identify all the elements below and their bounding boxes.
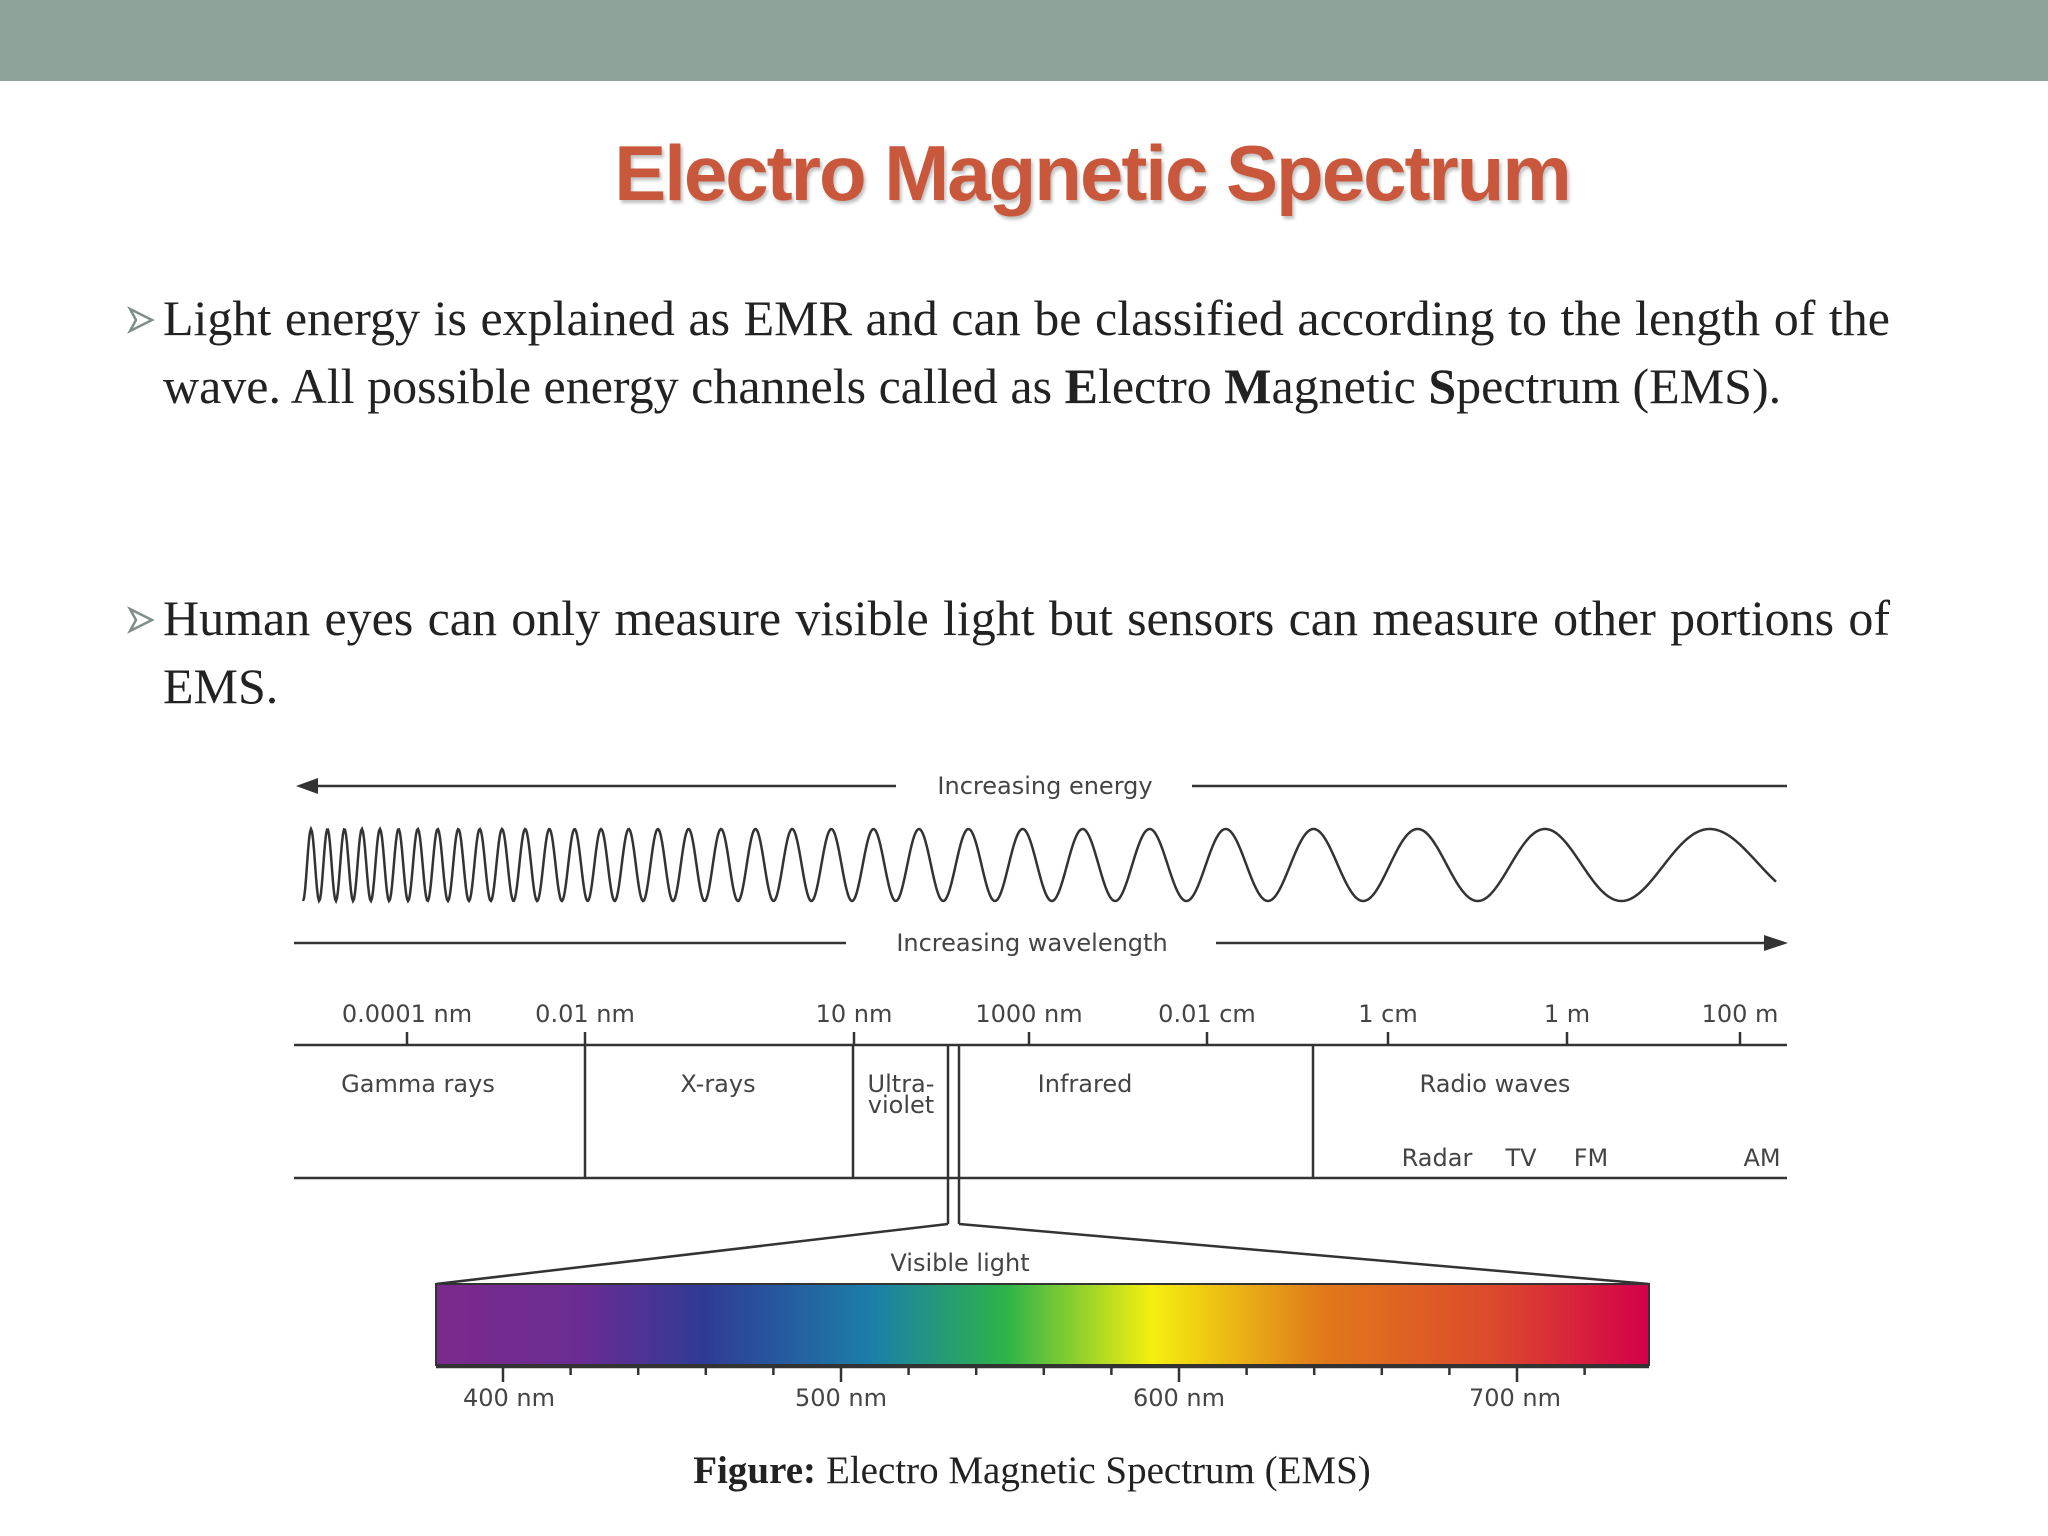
slide-title: Electro Magnetic Spectrum	[614, 129, 1572, 217]
scale-label: 0.0001 nm	[342, 1000, 472, 1028]
scale-label: 10 nm	[816, 1000, 893, 1028]
caption-label: Figure:	[693, 1449, 816, 1492]
bullet-icon	[126, 606, 155, 634]
scale-label: 0.01 nm	[535, 1000, 635, 1028]
scale-label: 1 m	[1544, 1000, 1590, 1028]
scale-ticks	[405, 1032, 1742, 1045]
arrow-head	[296, 778, 318, 794]
bold-letter: S	[1428, 358, 1457, 414]
scale-label: 1 cm	[1358, 1000, 1417, 1028]
region-label: X-rays	[680, 1070, 755, 1098]
region-label: Radio waves	[1420, 1070, 1571, 1098]
region-label: violet	[868, 1091, 934, 1119]
region-label: Gamma rays	[341, 1070, 495, 1098]
text: lectro	[1097, 358, 1225, 414]
wavelength-label: Increasing wavelength	[896, 929, 1167, 957]
zoom-line	[435, 1222, 949, 1286]
bullet-text: Light energy is explained as EMR and can…	[163, 284, 1890, 420]
band-label: FM	[1574, 1144, 1609, 1172]
band-label: Radar	[1402, 1144, 1473, 1172]
zoom-line	[958, 1222, 1650, 1286]
top-bar	[0, 0, 2048, 81]
caption-text: Electro Magnetic Spectrum (EMS)	[826, 1449, 1371, 1492]
text: pectrum (EMS).	[1456, 358, 1782, 414]
bold-letter: M	[1224, 358, 1272, 414]
wave	[301, 825, 1777, 905]
scale-label: 0.01 cm	[1158, 1000, 1256, 1028]
bullet-text: Human eyes can only measure visible ligh…	[163, 584, 1890, 720]
visible-scale-label: 600 nm	[1133, 1384, 1225, 1412]
bold-letter: E	[1064, 358, 1098, 414]
scale-label: 1000 nm	[975, 1000, 1082, 1028]
text: Human eyes can only measure visible ligh…	[163, 590, 1890, 714]
visible-scale-label: 700 nm	[1469, 1384, 1561, 1412]
arrow-head	[1764, 935, 1788, 951]
region-label: Ultra-	[868, 1070, 935, 1098]
band-label: AM	[1743, 1144, 1780, 1172]
scale-label: 100 m	[1702, 1000, 1779, 1028]
energy-label: Increasing energy	[937, 772, 1152, 800]
figure-caption: Figure: Electro Magnetic Spectrum (EMS)	[0, 1448, 2048, 1493]
text: agnetic	[1271, 358, 1429, 414]
region-label: Infrared	[1038, 1070, 1133, 1098]
band-label: TV	[1504, 1144, 1537, 1172]
visible-label: Visible light	[890, 1249, 1029, 1277]
visible-ticks	[501, 1367, 1586, 1382]
visible-spectrum	[435, 1283, 1650, 1366]
visible-scale-label: 500 nm	[795, 1384, 887, 1412]
bullet-icon	[126, 306, 155, 334]
visible-scale-label: 400 nm	[463, 1384, 555, 1412]
text: Light energy is explained as EMR and can…	[163, 290, 1890, 414]
